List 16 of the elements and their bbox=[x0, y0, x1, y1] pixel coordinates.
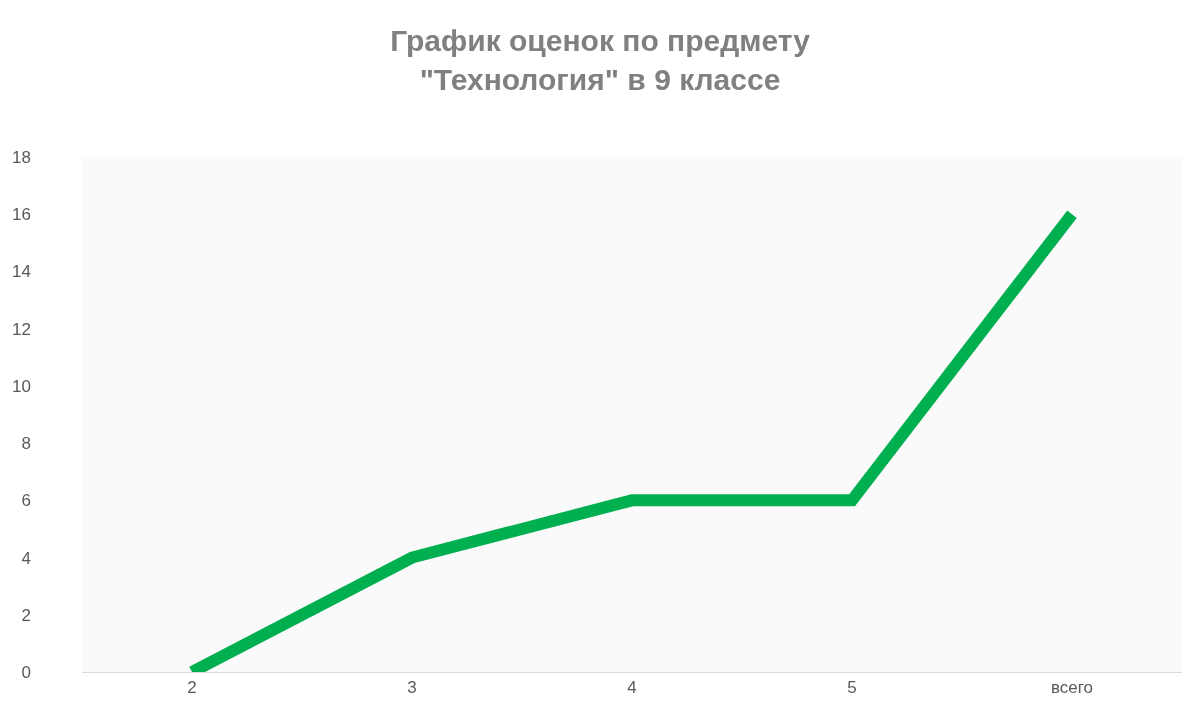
y-tick-label: 6 bbox=[21, 491, 31, 511]
y-tick-label: 18 bbox=[12, 147, 31, 167]
x-tick-label: 3 bbox=[407, 678, 417, 698]
x-tick-label: 4 bbox=[627, 678, 637, 698]
y-tick-label: 10 bbox=[12, 376, 31, 396]
y-tick-label: 4 bbox=[21, 548, 31, 568]
x-tick-label: всего bbox=[1050, 678, 1094, 698]
chart-title: График оценок по предмету "Технология" в 9 классе bbox=[390, 23, 811, 96]
x-tick-label: 2 bbox=[187, 678, 197, 698]
y-tick-label: 14 bbox=[12, 262, 31, 282]
y-tick-label: 2 bbox=[21, 605, 31, 625]
y-tick-label: 8 bbox=[21, 434, 31, 454]
y-tick-label: 12 bbox=[12, 319, 31, 339]
y-tick-label: 16 bbox=[12, 205, 31, 225]
y-tick-label: 0 bbox=[21, 662, 31, 682]
x-tick-label: 5 bbox=[847, 678, 857, 698]
